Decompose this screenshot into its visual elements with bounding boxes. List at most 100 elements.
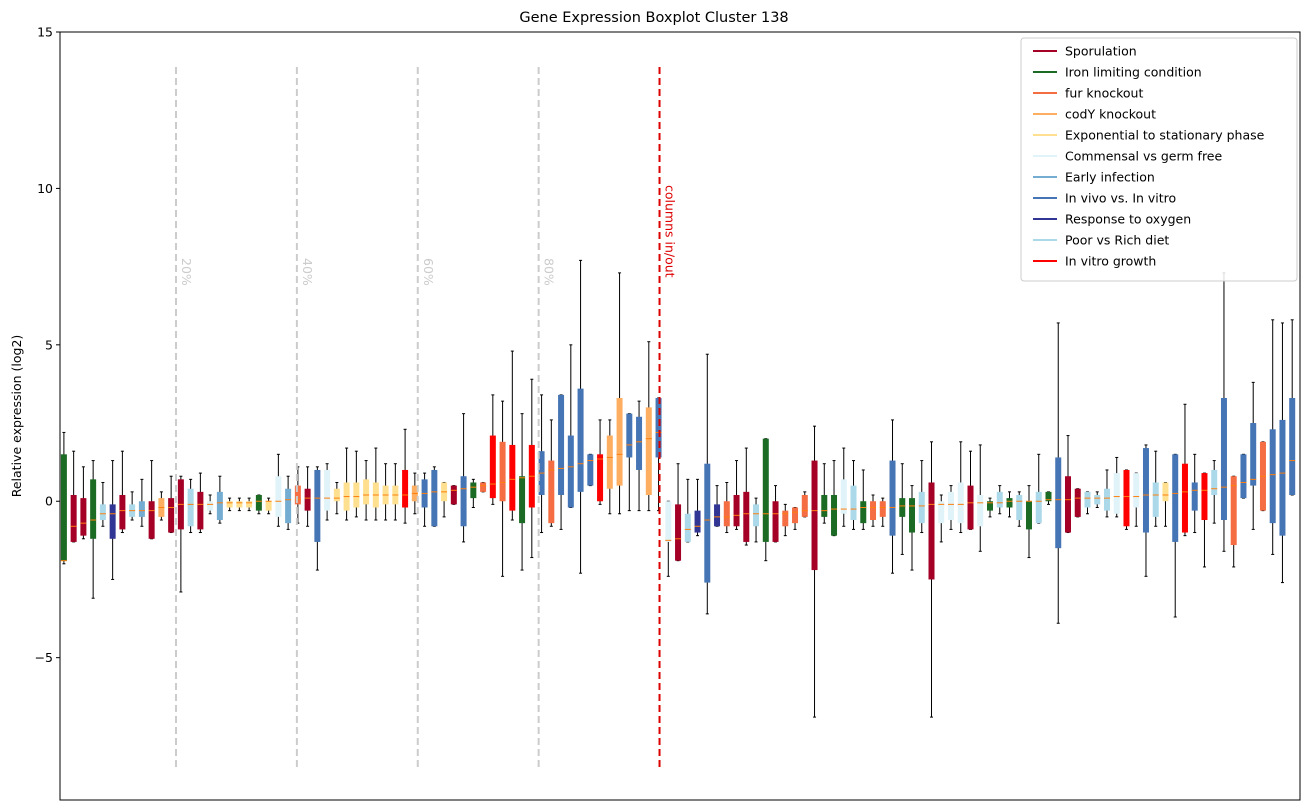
box-group [870, 494, 877, 527]
box-group [860, 469, 867, 530]
box [626, 413, 633, 458]
box [909, 498, 916, 533]
box [840, 479, 847, 514]
box-group [723, 481, 730, 534]
box [967, 485, 974, 530]
box-group [441, 481, 448, 518]
box-group [597, 419, 604, 505]
box-group [1084, 491, 1091, 515]
box [704, 463, 711, 583]
box-group [1289, 319, 1296, 496]
box-group [148, 460, 155, 540]
box [1055, 457, 1062, 549]
box [665, 501, 672, 542]
box [1181, 463, 1188, 533]
box-group [246, 497, 253, 512]
box [1074, 488, 1081, 517]
box [265, 501, 272, 511]
box-group [918, 460, 925, 534]
box [207, 501, 214, 511]
box-group [538, 394, 545, 534]
box-group [236, 497, 243, 512]
legend-label: Exponential to stationary phase [1065, 128, 1265, 143]
box-group [509, 350, 516, 521]
box-group [353, 450, 360, 518]
box [1064, 476, 1071, 533]
box-group [1220, 272, 1227, 552]
box-group [1230, 475, 1237, 568]
box [899, 498, 906, 517]
box [1240, 454, 1247, 499]
box [850, 485, 857, 521]
box-group [1181, 403, 1188, 537]
box-group [343, 447, 350, 521]
box [70, 494, 77, 542]
box [148, 501, 155, 539]
box-group [392, 463, 399, 521]
box [60, 454, 67, 561]
box-group [402, 428, 409, 524]
box [1142, 448, 1149, 533]
box-group [821, 463, 828, 524]
box-group [840, 447, 847, 527]
box-group [948, 485, 955, 530]
box-group [431, 466, 438, 527]
legend-label: Poor vs Rich diet [1065, 233, 1169, 248]
box-group [275, 453, 282, 527]
box [548, 460, 555, 524]
box-group [733, 460, 740, 530]
legend-label: In vitro growth [1065, 254, 1156, 269]
box [460, 476, 467, 527]
box-group [324, 463, 331, 521]
box [655, 398, 662, 458]
box-group [99, 481, 106, 527]
box-group [772, 485, 779, 543]
box [353, 482, 360, 508]
annotation-label: 40% [300, 258, 315, 286]
box [1103, 488, 1110, 511]
annotation-label: columns in/out [663, 185, 678, 278]
box [636, 416, 643, 470]
box-group [255, 494, 262, 515]
box [743, 491, 750, 542]
box-group [714, 485, 721, 527]
box [811, 460, 818, 571]
box [694, 510, 701, 533]
box [314, 469, 321, 542]
box-group [753, 497, 760, 543]
box [1133, 473, 1140, 508]
box [792, 507, 799, 524]
box [509, 444, 516, 511]
box [1035, 491, 1042, 524]
box [675, 504, 682, 561]
box-group [938, 494, 945, 543]
box [275, 476, 282, 517]
box-group [928, 441, 935, 718]
box-group [1191, 453, 1198, 534]
box [99, 504, 106, 521]
box-group [1201, 472, 1208, 568]
box-group [1006, 491, 1013, 518]
box [1152, 482, 1159, 517]
box [1269, 429, 1276, 524]
legend-label: fur knockout [1065, 86, 1143, 101]
box [431, 469, 438, 527]
box [753, 504, 760, 527]
box-group [1211, 460, 1218, 524]
box-group [1133, 472, 1140, 527]
legend-label: Response to oxygen [1065, 212, 1191, 227]
box-group [226, 497, 233, 512]
box [918, 491, 925, 524]
box-group [1279, 322, 1286, 584]
box-group [421, 472, 428, 527]
box-group [119, 450, 126, 534]
box [246, 501, 253, 508]
box-group [1074, 488, 1081, 518]
box [1191, 482, 1198, 511]
box [168, 498, 175, 533]
box [782, 510, 789, 527]
box-group [626, 413, 633, 512]
box-group [665, 500, 672, 577]
box-group [831, 460, 838, 537]
box-group [1055, 322, 1062, 624]
